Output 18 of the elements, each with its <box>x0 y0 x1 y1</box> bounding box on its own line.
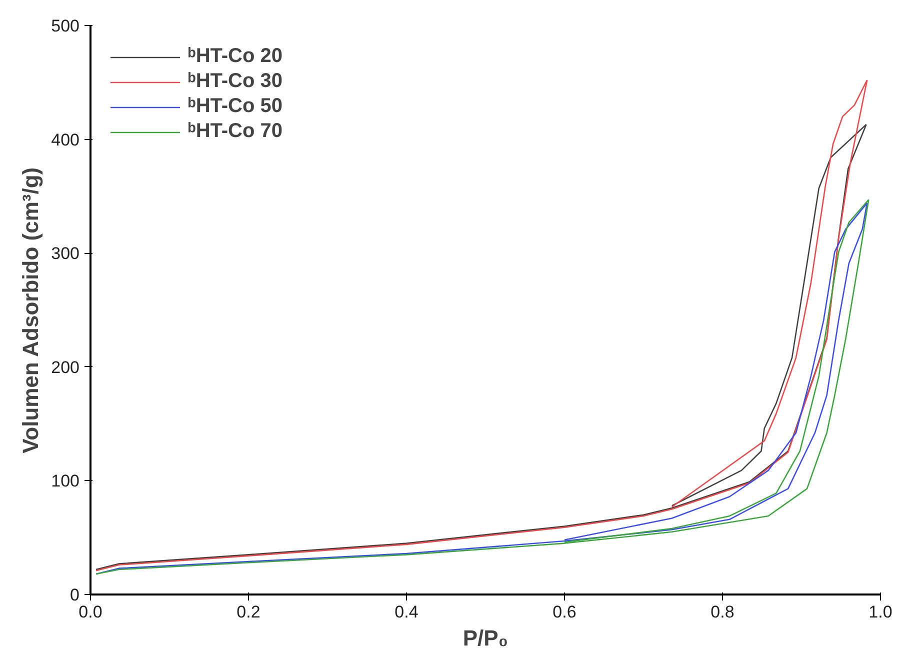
legend-label: ᵇHT-Co 70 <box>188 120 283 143</box>
y-tick-label: 400 <box>51 130 80 150</box>
y-tick-label: 300 <box>51 244 80 264</box>
y-tick-label: 200 <box>51 358 80 377</box>
x-tick-label: 0.2 <box>236 602 260 622</box>
legend-label: ᵇHT-Co 20 <box>188 45 283 68</box>
x-tick-label: 0.8 <box>710 602 734 622</box>
legend-label: ᵇHT-Co 50 <box>188 95 283 118</box>
x-tick-label: 0.0 <box>78 602 102 622</box>
x-tick-label: 0.4 <box>394 602 418 622</box>
legend-label: ᵇHT-Co 30 <box>188 70 283 93</box>
y-tick-label: 0 <box>70 586 80 604</box>
x-axis-title: P/P₀ <box>462 626 508 650</box>
y-axis-title: Volumen Adsorbido (cm³/g) <box>18 167 44 454</box>
y-tick-label: 500 <box>51 16 80 36</box>
x-tick-label: 0.6 <box>552 602 576 622</box>
x-tick-label: 1.0 <box>868 602 892 622</box>
y-tick-label: 100 <box>51 472 80 491</box>
